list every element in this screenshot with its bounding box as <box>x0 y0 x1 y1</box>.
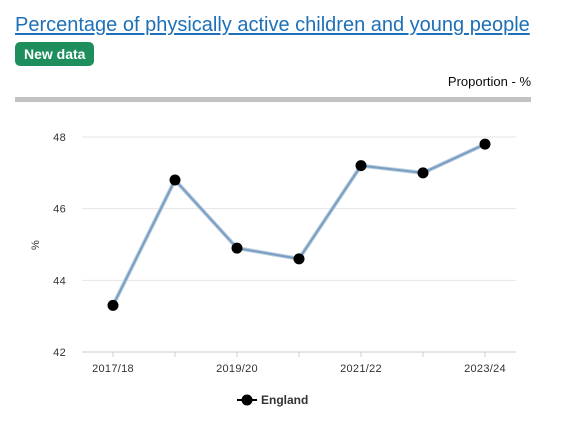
data-point[interactable] <box>417 167 429 179</box>
x-axis: 2017/18 2019/20 2021/22 2023/24 <box>82 351 516 375</box>
x-tick-label: 2023/24 <box>464 363 506 375</box>
y-tick-label: 46 <box>53 204 66 216</box>
unit-label: Proportion - % <box>447 74 531 89</box>
y-tick-label: 42 <box>53 347 66 359</box>
data-point[interactable] <box>107 299 119 311</box>
data-point[interactable] <box>355 160 367 172</box>
chart-title-link[interactable]: Percentage of physically active children… <box>15 14 530 36</box>
legend[interactable]: England <box>237 393 308 407</box>
x-tick-label: 2019/20 <box>216 363 258 375</box>
header-divider <box>15 97 531 102</box>
y-tick-label: 48 <box>53 132 66 144</box>
gridlines <box>82 136 516 281</box>
y-tick-label: 44 <box>53 275 66 287</box>
data-point[interactable] <box>231 242 243 254</box>
legend-label-england[interactable]: England <box>261 393 308 407</box>
series-england <box>107 138 491 311</box>
data-point[interactable] <box>479 138 491 150</box>
data-point[interactable] <box>169 174 181 186</box>
y-axis-label: % <box>30 240 42 250</box>
legend-marker <box>241 394 253 406</box>
x-tick-label: 2017/18 <box>92 363 134 375</box>
data-point[interactable] <box>293 253 305 265</box>
series-line-halo <box>111 142 486 307</box>
x-tick-label: 2021/22 <box>340 363 382 375</box>
y-axis-ticks: 42 44 46 48 <box>53 132 66 359</box>
new-data-badge: New data <box>15 42 95 66</box>
